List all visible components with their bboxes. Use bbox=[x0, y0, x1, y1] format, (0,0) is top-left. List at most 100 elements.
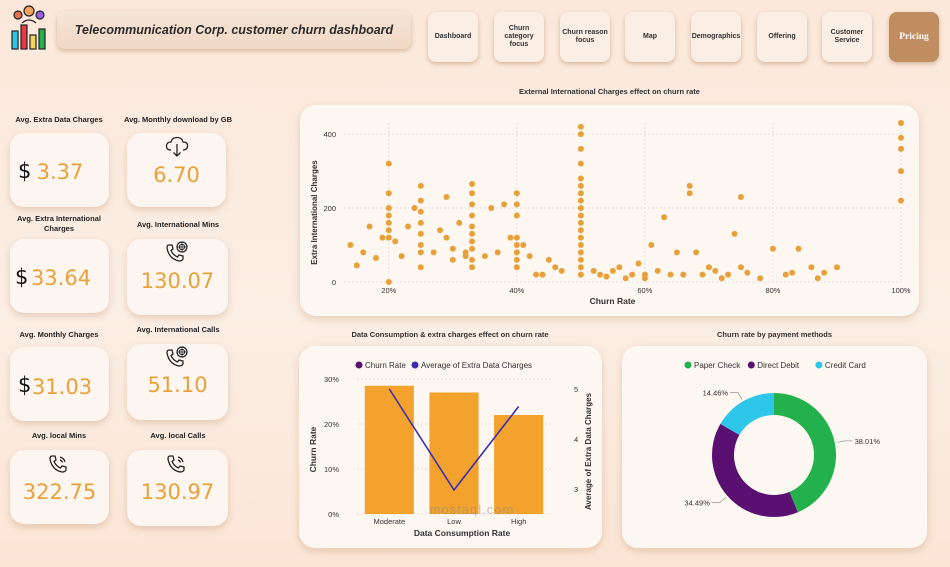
combo-bar bbox=[429, 392, 479, 514]
kpi-value-monthly-charges: 31.03 bbox=[31, 375, 93, 399]
scatter-point bbox=[898, 134, 904, 141]
scatter-point bbox=[577, 271, 584, 278]
scatter-point bbox=[385, 190, 392, 197]
scatter-point bbox=[443, 234, 450, 241]
scatter-point bbox=[814, 275, 821, 282]
kpi-card-local-calls: 130.97 bbox=[127, 450, 228, 526]
scatter-point bbox=[769, 245, 776, 252]
combo-y2-axis-label: Average of Extra Data Charges bbox=[584, 392, 593, 510]
scatter-point bbox=[411, 205, 418, 212]
scatter-point bbox=[590, 267, 597, 274]
donut-legend-label: Direct Debit bbox=[757, 361, 800, 370]
nav-pricing-button[interactable]: Pricing bbox=[889, 12, 939, 62]
kpi-label-extra-data-charges: Avg. Extra Data Charges bbox=[15, 115, 103, 124]
scatter-point bbox=[635, 260, 642, 267]
kpi-label-monthly-download: Avg. Monthly download by GB bbox=[123, 115, 233, 124]
scatter-point bbox=[398, 253, 405, 260]
scatter-point bbox=[513, 234, 520, 241]
scatter-point bbox=[597, 271, 604, 278]
international-phone-icon bbox=[166, 241, 188, 268]
nav-churn-reason-button[interactable]: Churn reason focus bbox=[560, 12, 610, 62]
dashboard-logo-icon bbox=[8, 3, 50, 51]
scatter-point bbox=[449, 256, 456, 263]
scatter-point bbox=[481, 253, 488, 260]
scatter-point bbox=[520, 242, 527, 249]
scatter-point bbox=[693, 249, 700, 256]
donut-chart: Paper Check Direct Debit Credit Card 38.01%… bbox=[684, 361, 880, 517]
scatter-point bbox=[577, 197, 584, 204]
combo-y2-tick-label: 5 bbox=[574, 385, 578, 394]
combo-line-series bbox=[388, 388, 520, 492]
scatter-point bbox=[629, 271, 636, 278]
kpi-card-monthly-charges: $ 31.03 bbox=[10, 347, 109, 421]
combo-y-tick-label: 0% bbox=[328, 510, 339, 519]
kpi-label-extra-international-charges: Avg. Extra International Charges bbox=[17, 214, 101, 233]
scatter-point bbox=[603, 273, 610, 280]
nav-dashboard-button[interactable]: Dashboard bbox=[428, 12, 478, 62]
scatter-point bbox=[833, 264, 840, 271]
scatter-point bbox=[469, 238, 476, 245]
combo-x-tick-label: High bbox=[511, 517, 526, 526]
scatter-point bbox=[577, 227, 584, 234]
nav-customer-service-button[interactable]: Customer Service bbox=[822, 12, 872, 62]
scatter-point bbox=[898, 145, 904, 152]
legend-label-avg-extra-data-charges: Average of Extra Data Charges bbox=[421, 361, 532, 370]
scatter-point bbox=[385, 160, 392, 167]
scatter-point bbox=[469, 201, 476, 208]
scatter-x-tick-label: 40% bbox=[509, 286, 524, 295]
donut-legend-label: Credit Card bbox=[825, 361, 866, 370]
donut-slice bbox=[712, 423, 798, 517]
watermark-text: mostaql.com bbox=[429, 502, 515, 517]
scatter-point bbox=[577, 249, 584, 256]
scatter-y-tick-label: 200 bbox=[323, 204, 336, 213]
scatter-point bbox=[417, 219, 424, 226]
nav-demographics-button[interactable]: Demographics bbox=[691, 12, 741, 62]
scatter-point bbox=[513, 264, 520, 271]
scatter-point bbox=[737, 264, 744, 271]
scatter-point bbox=[577, 219, 584, 226]
kpi-card-extra-data-charges: $ 3.37 bbox=[10, 133, 109, 207]
kpi-value-extra-international-charges: 33.64 bbox=[30, 266, 92, 290]
scatter-point bbox=[577, 212, 584, 219]
combo-chart: Churn Rate Average of Extra Data Charges 0… bbox=[308, 361, 593, 538]
scatter-point bbox=[577, 256, 584, 263]
donut-leader-line bbox=[711, 496, 727, 503]
combo-y-axis-label: Churn Rate bbox=[308, 426, 318, 472]
scatter-point bbox=[456, 219, 463, 226]
scatter-point bbox=[366, 223, 373, 230]
scatter-point bbox=[821, 269, 828, 276]
combo-x-tick-label: Low bbox=[447, 517, 461, 526]
scatter-point bbox=[360, 249, 367, 256]
scatter-point bbox=[641, 271, 648, 278]
nav-churn-category-button[interactable]: Churn category focus bbox=[494, 12, 544, 62]
scatter-point bbox=[705, 264, 712, 271]
scatter-point bbox=[795, 245, 802, 252]
scatter-point bbox=[898, 168, 904, 175]
scatter-point bbox=[385, 279, 392, 285]
scatter-point bbox=[577, 175, 584, 182]
donut-slice bbox=[720, 393, 774, 435]
scatter-point bbox=[379, 234, 386, 241]
scatter-point bbox=[385, 205, 392, 212]
scatter-x-tick-label: 20% bbox=[381, 286, 396, 295]
scatter-point bbox=[417, 242, 424, 249]
kpi-value-international-calls: 51.10 bbox=[147, 373, 208, 397]
kpi-card-local-mins: 322.75 bbox=[10, 450, 109, 524]
scatter-point bbox=[673, 249, 680, 256]
combo-x-axis-label: Data Consumption Rate bbox=[414, 528, 511, 538]
nav-map-button[interactable]: Map bbox=[625, 12, 675, 62]
scatter-y-tick-label: 400 bbox=[323, 130, 336, 139]
scatter-point bbox=[507, 234, 514, 241]
scatter-point bbox=[898, 120, 904, 126]
donut-legend-label: Paper Check bbox=[694, 361, 741, 370]
dashboard-title: Telecommunication Corp. customer churn d… bbox=[57, 11, 411, 49]
combo-bar bbox=[364, 385, 414, 514]
nav-offering-button[interactable]: Offering bbox=[757, 12, 807, 62]
scatter-point bbox=[437, 227, 444, 234]
kpi-label-international-calls: Avg. International Calls bbox=[136, 325, 220, 334]
scatter-point bbox=[609, 267, 616, 274]
scatter-point bbox=[469, 245, 476, 252]
donut-slice-label: 34.49% bbox=[684, 498, 710, 507]
scatter-point bbox=[680, 271, 687, 278]
donut-leader-line bbox=[730, 392, 743, 400]
